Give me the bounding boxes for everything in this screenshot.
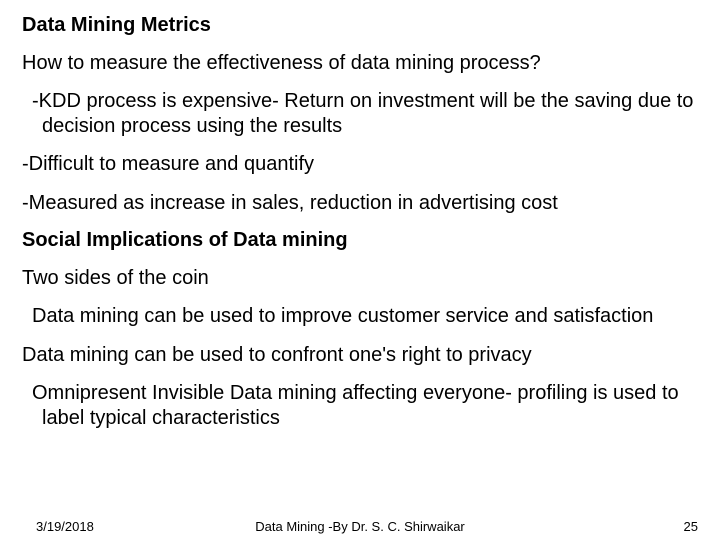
heading-social: Social Implications of Data mining <box>22 229 698 252</box>
paragraph: Two sides of the coin <box>22 266 698 290</box>
paragraph: -KDD process is expensive- Return on inv… <box>22 89 698 138</box>
paragraph: -Measured as increase in sales, reductio… <box>22 191 698 215</box>
footer-page-number: 25 <box>684 519 698 534</box>
paragraph: Data mining can be used to improve custo… <box>22 304 698 328</box>
footer-date: 3/19/2018 <box>36 519 94 534</box>
footer-center: Data Mining -By Dr. S. C. Shirwaikar <box>255 519 465 534</box>
heading-metrics: Data Mining Metrics <box>22 14 698 37</box>
paragraph: How to measure the effectiveness of data… <box>22 51 698 75</box>
slide: Data Mining Metrics How to measure the e… <box>0 0 720 540</box>
slide-footer: 3/19/2018 Data Mining -By Dr. S. C. Shir… <box>0 519 720 534</box>
paragraph: Omnipresent Invisible Data mining affect… <box>22 381 698 430</box>
paragraph: Data mining can be used to confront one'… <box>22 343 698 367</box>
paragraph: -Difficult to measure and quantify <box>22 152 698 176</box>
